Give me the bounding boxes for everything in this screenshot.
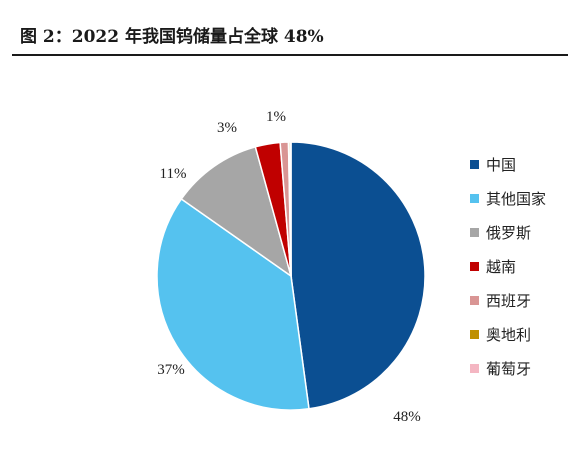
legend-label: 葡萄牙	[486, 360, 531, 378]
slice-percent-label: 3%	[217, 120, 237, 136]
legend-swatch	[470, 228, 479, 237]
title-divider	[12, 54, 568, 56]
legend-swatch	[470, 160, 479, 169]
slice-percent-label: 48%	[393, 409, 421, 425]
legend-label: 西班牙	[486, 292, 531, 310]
legend-swatch	[470, 262, 479, 271]
legend-label: 俄罗斯	[486, 224, 531, 242]
legend-swatch	[470, 364, 479, 373]
pie-slices	[156, 141, 426, 411]
pie-slice-1	[290, 141, 426, 410]
pie-slice-2	[156, 197, 310, 411]
legend-label: 奥地利	[486, 326, 531, 344]
slice-percent-label: 11%	[160, 166, 187, 182]
figure-title: 图 2：2022 年我国钨储量占全球 48%	[20, 27, 324, 47]
legend-swatch	[470, 296, 479, 305]
legend-swatch	[470, 194, 479, 203]
legend-swatch	[470, 330, 479, 339]
legend-label: 越南	[486, 258, 516, 276]
legend-label: 其他国家	[486, 190, 546, 208]
legend-label: 中国	[486, 156, 516, 174]
slice-percent-label: 37%	[157, 362, 185, 378]
slice-percent-label: 1%	[266, 109, 286, 125]
pie-labels: 48% 37% 11% 3% 1%	[157, 109, 421, 425]
pie-slice-7	[289, 141, 292, 277]
